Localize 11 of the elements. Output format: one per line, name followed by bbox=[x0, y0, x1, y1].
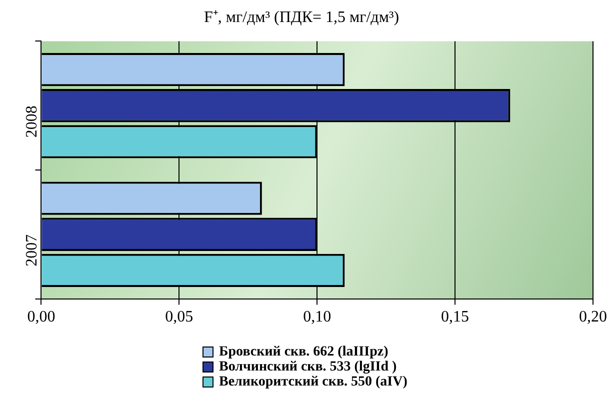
y-tick-label: 2008 bbox=[23, 106, 40, 138]
x-tick-label: 0,15 bbox=[441, 308, 470, 326]
x-tick-label: 0,05 bbox=[165, 308, 194, 326]
x-tick-label: 0,00 bbox=[27, 308, 56, 326]
x-tick-label: 0,10 bbox=[303, 308, 332, 326]
x-tick-label: 0,20 bbox=[579, 308, 607, 326]
legend-label: Великоритский скв. 550 (aIV) bbox=[219, 374, 408, 390]
legend-label: Волчинский скв. 533 (lgIId ) bbox=[219, 360, 398, 375]
legend-label: Бровский скв. 662 (laIIIpz) bbox=[219, 344, 389, 360]
chart-title: F⁺, мг/дм³ (ПДК= 1,5 мг/дм³) bbox=[204, 8, 400, 26]
y-tick-label: 2007 bbox=[23, 234, 40, 266]
